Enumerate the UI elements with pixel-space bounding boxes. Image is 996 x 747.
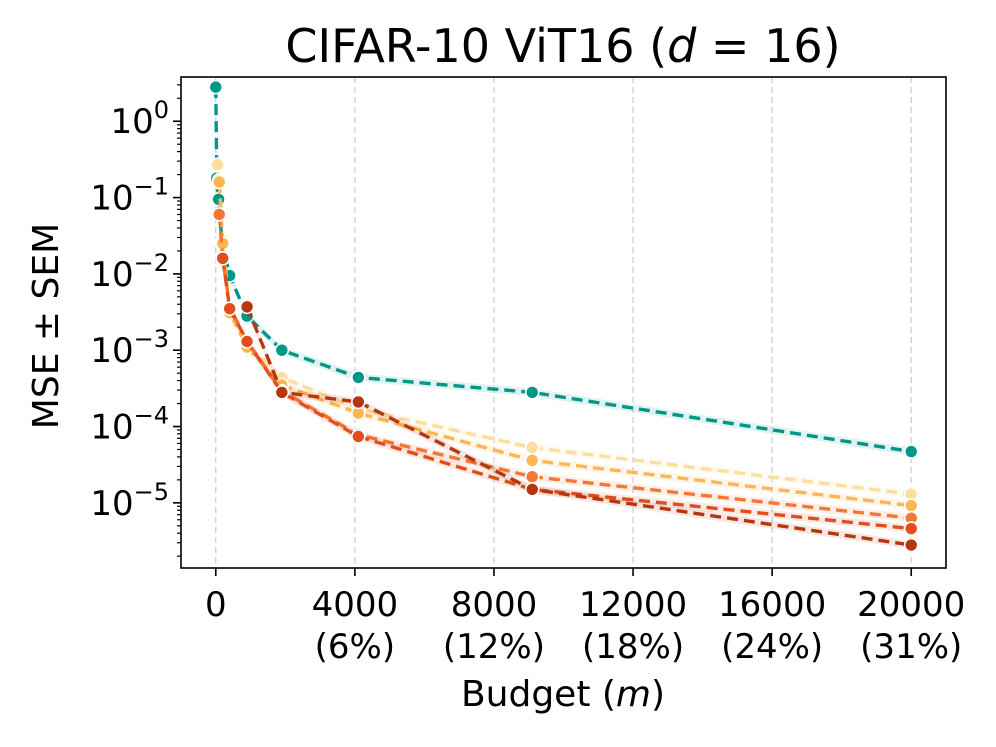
data-point [524, 453, 540, 468]
series-layer [208, 79, 919, 553]
x-tick-label: 8000 [451, 585, 538, 625]
x-tick-label: 4000 [312, 585, 399, 625]
x-tick-label: 12000 [579, 585, 687, 625]
x-axis-label: Budget (m) [461, 674, 665, 715]
data-point [208, 79, 224, 95]
data-point [351, 394, 366, 410]
series-2 [210, 157, 919, 502]
plot-frame [180, 76, 947, 569]
data-point [210, 157, 225, 172]
series-sem-band [219, 177, 912, 510]
data-point [903, 444, 919, 459]
data-point [903, 537, 919, 553]
series-sem-band [217, 160, 912, 499]
x-tick-percent-label: (31%) [860, 627, 962, 667]
data-point [239, 334, 255, 349]
series-3 [211, 174, 919, 513]
y-tick-label: 10−5 [90, 478, 169, 524]
data-point [239, 299, 255, 315]
x-tick-percent-label: (6%) [315, 627, 395, 667]
data-point [903, 498, 919, 513]
y-axis-label: MSE ± SEM [26, 223, 67, 429]
series-6 [239, 299, 919, 553]
x-tick-percent-label: (12%) [443, 627, 545, 667]
data-point [524, 469, 540, 485]
data-point [211, 174, 227, 190]
data-point [222, 301, 237, 316]
data-point [351, 429, 366, 444]
chart-title: CIFAR-10 ViT16 (d = 16) [285, 19, 840, 73]
y-tick-label: 10−3 [90, 325, 169, 371]
data-point [274, 385, 290, 400]
data-point [903, 521, 919, 536]
data-point [211, 207, 227, 222]
data-point [524, 482, 540, 497]
x-tick-label: 16000 [718, 585, 826, 625]
x-tick-label: 20000 [857, 585, 965, 625]
x-tick-percent-label: (24%) [721, 627, 823, 667]
x-tick-label: 0 [205, 585, 227, 625]
x-grid-lines [215, 77, 912, 568]
y-tick-label: 10−2 [90, 249, 169, 295]
y-tick-label: 10−1 [90, 173, 169, 219]
y-tick-label: 100 [110, 96, 169, 142]
x-axis-ticks: 0 4000(6%) 8000(12%) 12000(18%) 16000(24%) 20… [205, 568, 965, 667]
series-line [217, 181, 912, 508]
data-point [215, 251, 231, 266]
series-sem-band [247, 302, 912, 550]
data-point [274, 342, 290, 358]
series-line [215, 164, 912, 496]
series-line [214, 87, 912, 454]
y-tick-label: 10−4 [90, 402, 169, 448]
series-1 [208, 79, 919, 459]
data-point [524, 440, 540, 455]
x-tick-percent-label: (18%) [582, 627, 684, 667]
series-line [245, 306, 912, 547]
data-point [524, 385, 540, 400]
data-point [351, 370, 366, 385]
y-axis-ticks: 100 10−1 10−2 10−3 10−4 10−5 [90, 84, 181, 557]
